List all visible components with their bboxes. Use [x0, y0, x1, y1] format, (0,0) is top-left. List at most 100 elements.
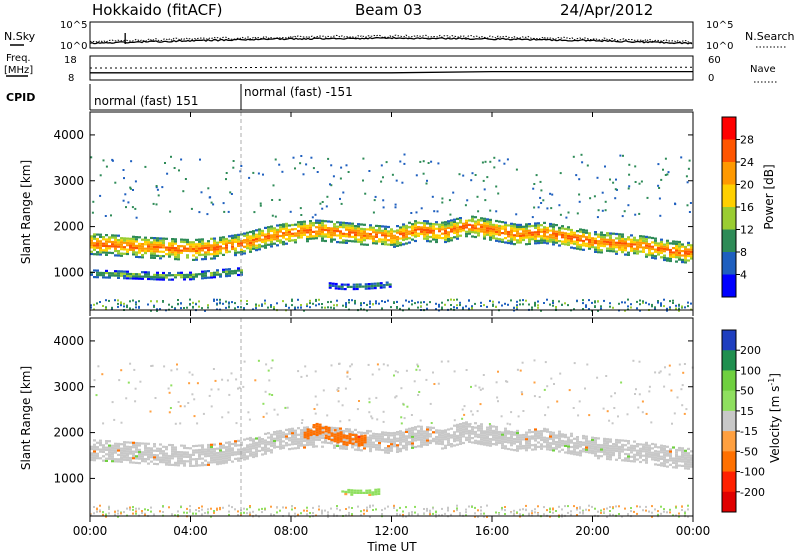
echo-cell: [369, 306, 371, 309]
echo-cell: [315, 433, 319, 437]
echo-cell: [507, 430, 510, 433]
echo-cell: [498, 433, 501, 436]
echo-cell: [483, 304, 485, 307]
echo-cell: [273, 444, 276, 447]
echo-cell: [114, 243, 117, 246]
echo-cell: [492, 436, 495, 439]
echo-cell: [102, 513, 104, 516]
echo-cell: [516, 304, 518, 307]
echo-cell: [606, 444, 609, 447]
echo-cell: [352, 285, 356, 288]
echo-cell: [601, 191, 604, 194]
echo-cell: [342, 304, 344, 307]
echo-cell: [408, 232, 411, 235]
echo-cell: [573, 231, 576, 234]
echo-cell: [687, 458, 690, 461]
echo-cell: [195, 245, 198, 248]
echo-cell: [126, 458, 129, 462]
echo-cell: [468, 505, 470, 508]
echo-cell: [426, 443, 429, 446]
echo-cell: [288, 428, 291, 431]
echo-cell: [588, 234, 591, 237]
echo-cell: [420, 434, 423, 437]
echo-cell: [204, 242, 207, 245]
echo-cell: [435, 221, 438, 224]
echo-cell: [165, 463, 168, 466]
echo-cell: [555, 230, 558, 233]
echo-cell: [402, 431, 405, 434]
echo-cell: [141, 512, 143, 514]
echo-cell: [594, 450, 597, 453]
echo-cell: [333, 304, 335, 307]
echo-cell: [177, 455, 180, 458]
echo-cell: [129, 187, 132, 190]
echo-cell: [459, 301, 461, 304]
echo-cell: [90, 306, 92, 309]
echo-cell: [147, 238, 150, 242]
echo-cell: [612, 506, 614, 509]
echo-cell: [681, 509, 683, 511]
echo-cell: [354, 233, 357, 236]
echo-cell: [99, 450, 102, 453]
echo-cell: [447, 439, 450, 442]
nsky-label: N.Sky: [4, 30, 36, 43]
echo-cell: [681, 458, 684, 461]
echo-cell: [660, 302, 662, 305]
echo-cell: [117, 270, 120, 273]
echo-cell: [429, 513, 431, 516]
echo-cell: [594, 445, 597, 448]
echo-cell: [159, 274, 162, 277]
echo-cell: [369, 445, 372, 448]
echo-cell: [534, 430, 537, 433]
echo-cell: [678, 455, 681, 458]
echo-cell: [273, 227, 276, 230]
echo-cell: [141, 243, 144, 246]
echo-cell: [657, 301, 659, 304]
echo-cell: [237, 306, 239, 309]
echo-cell: [435, 431, 438, 434]
echo-cell: [660, 462, 663, 465]
echo-cell: [132, 443, 135, 447]
echo-cell: [604, 209, 607, 212]
echo-cell: [231, 243, 234, 246]
echo-cell: [390, 443, 393, 446]
echo-cell: [108, 451, 111, 454]
echo-cell: [159, 456, 162, 459]
velocity-frame: [89, 317, 694, 517]
echo-cell: [267, 443, 270, 446]
echo-cell: [207, 276, 210, 279]
echo-cell: [609, 245, 612, 248]
echo-cell: [519, 440, 522, 443]
echo-cell: [198, 453, 201, 456]
echo-cell: [552, 232, 555, 235]
echo-cell: [99, 441, 102, 444]
echo-cell: [537, 222, 540, 225]
echo-cell: [347, 488, 351, 492]
echo-cell: [570, 235, 573, 238]
echo-cell: [447, 222, 450, 225]
echo-cell: [108, 455, 111, 458]
echo-cell: [180, 451, 183, 454]
echo-cell: [174, 450, 177, 453]
echo-cell: [479, 388, 482, 391]
echo-cell: [588, 414, 591, 417]
echo-cell: [576, 438, 579, 441]
echo-cell: [582, 434, 585, 438]
echo-cell: [681, 449, 684, 452]
echo-cell: [669, 251, 672, 254]
echo-cell: [126, 241, 129, 245]
echo-cell: [174, 308, 176, 310]
echo-cell: [225, 441, 228, 444]
echo-cell: [630, 507, 632, 509]
echo-cell: [270, 449, 273, 452]
echo-cell: [533, 359, 536, 362]
echo-cell: [162, 456, 165, 459]
echo-cell: [435, 227, 438, 230]
colorbar-tick-label: -100: [740, 466, 765, 479]
echo-cell: [669, 511, 671, 514]
echo-cell: [327, 437, 331, 441]
echo-cell: [492, 300, 494, 303]
echo-cell: [600, 231, 603, 234]
echo-cell: [492, 234, 495, 237]
